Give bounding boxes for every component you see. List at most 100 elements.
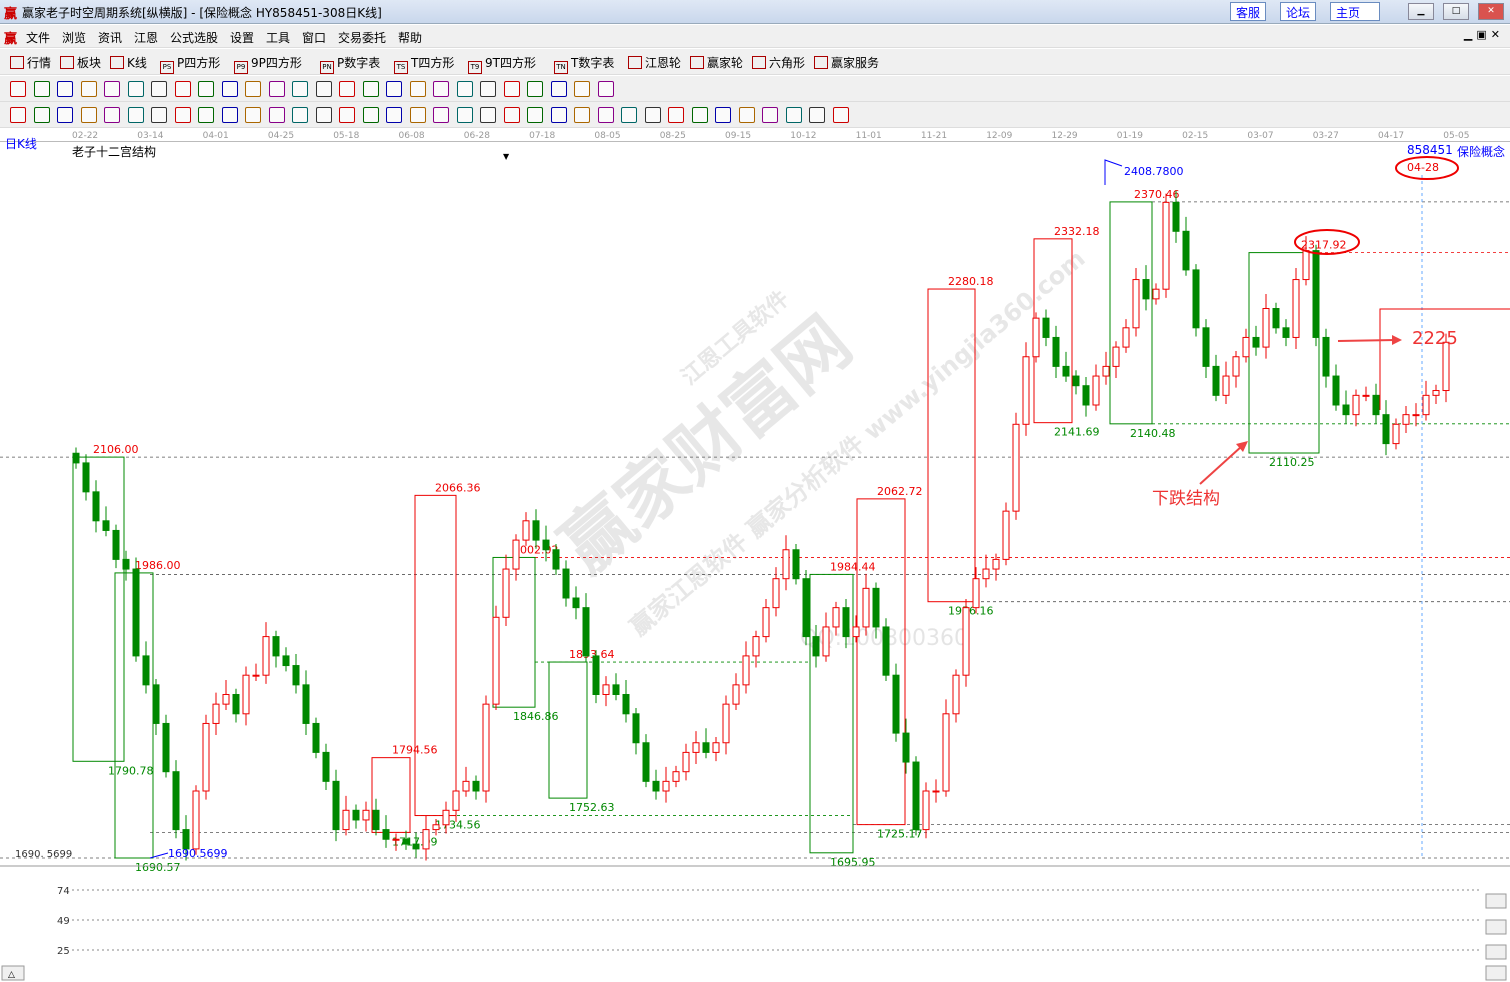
drawing-tool-icon[interactable]	[221, 81, 238, 97]
toolbar-8[interactable]: TN T数字表	[554, 54, 614, 74]
candle-body	[862, 587, 870, 628]
drawing-tool-icon[interactable]	[362, 107, 379, 123]
candle-body	[312, 722, 320, 753]
drawing-tool-icon[interactable]	[245, 81, 261, 97]
drawing-tool-icon[interactable]	[527, 107, 543, 123]
menu-trade[interactable]: 交易委托	[338, 31, 387, 45]
drawing-tool-icon[interactable]	[362, 81, 379, 97]
toolbar-7[interactable]: T9 9T四方形	[468, 54, 536, 74]
drawing-tool-icon[interactable]	[104, 81, 120, 97]
drawing-tool-icon[interactable]	[480, 81, 496, 97]
toolbar-1[interactable]: 板块	[60, 54, 101, 71]
drawing-tool-icon[interactable]	[80, 81, 97, 97]
drawing-tool-icon[interactable]	[151, 81, 167, 97]
menu-file[interactable]: 文件	[26, 31, 51, 45]
drawing-tool-icon[interactable]	[574, 81, 590, 97]
toolbar-6[interactable]: TS T四方形	[394, 54, 454, 74]
drawing-tool-icon[interactable]	[198, 107, 214, 123]
drawing-tool-icon[interactable]	[268, 107, 285, 123]
service-button[interactable]: 客服	[1230, 2, 1267, 21]
drawing-tool-icon[interactable]	[104, 107, 120, 123]
drawing-tool-icon[interactable]	[668, 107, 684, 123]
menu-info[interactable]: 资讯	[98, 31, 123, 45]
drawing-tool-icon[interactable]	[480, 107, 496, 123]
drawing-tool-icon[interactable]	[832, 107, 849, 123]
menu-gann[interactable]: 江恩	[134, 31, 159, 45]
drawing-tool-icon[interactable]	[80, 107, 97, 123]
home-button[interactable]: 主页	[1330, 2, 1380, 21]
minimize-button[interactable]: ▁	[1408, 3, 1434, 20]
drawing-tool-icon[interactable]	[174, 81, 191, 97]
drawing-tool-icon[interactable]	[456, 81, 473, 97]
drawing-tool-icon[interactable]	[386, 81, 402, 97]
menu-tools[interactable]: 工具	[266, 31, 291, 45]
drawing-tool-icon[interactable]	[10, 81, 26, 97]
menu-formula[interactable]: 公式选股	[170, 31, 219, 45]
drawing-tool-icon[interactable]	[644, 107, 661, 123]
drawing-tool-icon[interactable]	[315, 107, 332, 123]
drawing-tool-icon[interactable]	[809, 107, 825, 123]
drawing-tool-icon[interactable]	[315, 81, 332, 97]
drawing-tool-icon[interactable]	[198, 81, 214, 97]
mdi-window-controls[interactable]: ▁▣✕	[1463, 28, 1504, 41]
drawing-tool-icon[interactable]	[715, 107, 731, 123]
drawing-tool-icon[interactable]	[433, 81, 449, 97]
drawing-tool-icon[interactable]	[409, 107, 426, 123]
drawing-tool-icon[interactable]	[10, 107, 26, 123]
drawing-tool-icon[interactable]	[550, 81, 567, 97]
drawing-tool-icon[interactable]	[245, 107, 261, 123]
drawing-tool-icon[interactable]	[268, 81, 285, 97]
period-label[interactable]: 日K线	[5, 137, 37, 151]
drawing-tool-icon[interactable]	[597, 107, 614, 123]
maximize-button[interactable]: □	[1443, 3, 1469, 20]
drawing-tool-icon[interactable]	[127, 107, 144, 123]
drawing-tool-icon[interactable]	[574, 107, 590, 123]
toolbar-2[interactable]: K线	[110, 54, 147, 71]
drawing-tool-icon[interactable]	[339, 107, 355, 123]
drawing-tool-icon[interactable]	[503, 107, 520, 123]
drawing-tool-icon[interactable]	[292, 107, 308, 123]
close-button[interactable]: ✕	[1478, 3, 1504, 20]
toolbar-10[interactable]: 赢家轮	[690, 54, 743, 71]
forum-button[interactable]: 论坛	[1280, 2, 1317, 21]
candle-body	[102, 520, 110, 531]
drawing-tool-icon[interactable]	[57, 81, 73, 97]
drawing-tool-icon[interactable]	[550, 107, 567, 123]
drawing-tool-icon[interactable]	[785, 107, 802, 123]
drawing-tool-icon[interactable]	[386, 107, 402, 123]
drawing-tool-icon[interactable]	[127, 81, 144, 97]
candle-body	[802, 578, 810, 638]
toolbar-3[interactable]: PS P四方形	[160, 54, 220, 74]
drawing-tool-icon[interactable]	[597, 81, 614, 97]
toolbar-5[interactable]: PN P数字表	[320, 54, 380, 74]
drawing-tool-icon[interactable]	[57, 107, 73, 123]
drawing-tool-icon[interactable]	[409, 81, 426, 97]
drawing-tool-icon[interactable]	[738, 107, 755, 123]
toolbar-4[interactable]: P9 9P四方形	[234, 54, 302, 74]
drawing-tool-icon[interactable]	[174, 107, 191, 123]
menu-window[interactable]: 窗口	[302, 31, 327, 45]
drawing-tool-icon[interactable]	[503, 81, 520, 97]
drawing-tool-icon[interactable]	[456, 107, 473, 123]
indicator-name[interactable]: 老子十二宫结构	[72, 145, 157, 159]
drawing-tool-icon[interactable]	[33, 107, 50, 123]
indicator-dropdown-icon[interactable]: ▼	[503, 152, 510, 161]
menu-browse[interactable]: 浏览	[62, 31, 87, 45]
drawing-tool-icon[interactable]	[762, 107, 778, 123]
menu-settings[interactable]: 设置	[230, 31, 255, 45]
drawing-tool-icon[interactable]	[621, 107, 637, 123]
toolbar-12[interactable]: 赢家服务	[814, 54, 879, 71]
drawing-tool-icon[interactable]	[339, 81, 355, 97]
drawing-tool-icon[interactable]	[691, 107, 708, 123]
drawing-tool-icon[interactable]	[292, 81, 308, 97]
drawing-tool-icon[interactable]	[527, 81, 543, 97]
menu-help[interactable]: 帮助	[398, 31, 423, 45]
toolbar-0[interactable]: 行情	[10, 54, 51, 71]
drawing-tool-icon[interactable]	[433, 107, 449, 123]
toolbar-11[interactable]: 六角形	[752, 54, 805, 71]
drawing-tool-icon[interactable]	[151, 107, 167, 123]
toolbar-9[interactable]: 江恩轮	[628, 54, 681, 71]
drawing-tool-icon[interactable]	[33, 81, 50, 97]
drawing-tool-icon[interactable]	[221, 107, 238, 123]
